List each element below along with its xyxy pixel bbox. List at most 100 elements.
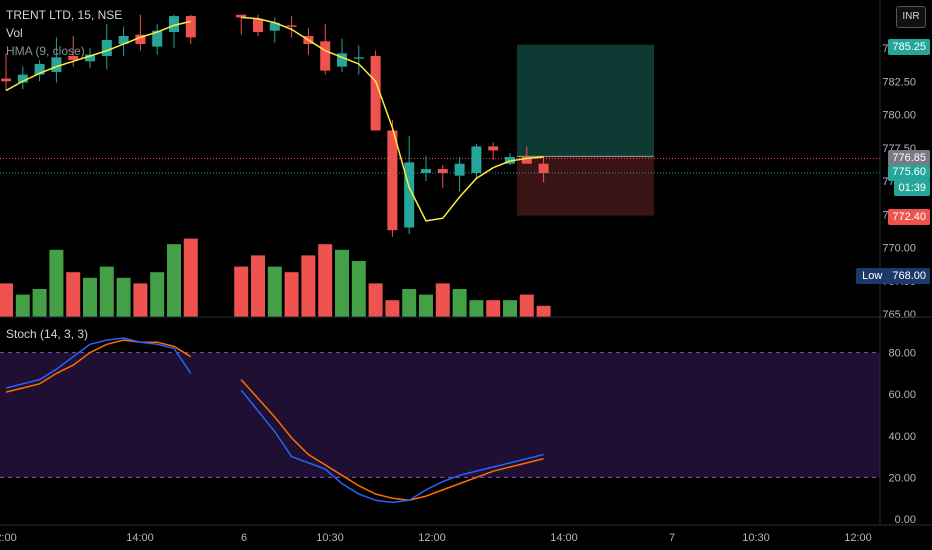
candle-body	[17, 74, 28, 83]
volume-bar	[402, 289, 417, 317]
candle-body	[185, 16, 196, 38]
time-tick-label: 10:30	[316, 532, 344, 544]
candle-body	[437, 169, 448, 174]
candle-body	[370, 55, 381, 131]
stoch-legend[interactable]: Stoch (14, 3, 3)	[6, 327, 89, 341]
time-tick-label: 6	[241, 532, 247, 544]
hma-legend[interactable]: HMA (9, close)	[6, 44, 85, 58]
volume-bar	[150, 272, 165, 317]
countdown-badge: 01:39	[894, 180, 930, 196]
volume-bar	[301, 255, 316, 317]
volume-bar	[503, 300, 517, 317]
volume-bar	[419, 294, 433, 317]
candle-body	[135, 34, 146, 45]
volume-bar	[32, 289, 47, 317]
volume-bar	[116, 277, 131, 317]
candle-body	[387, 130, 398, 231]
price-tick-label: 765.00	[882, 309, 916, 321]
stoch-k-line	[240, 389, 544, 504]
candle-body	[118, 36, 129, 45]
candle-body	[269, 22, 280, 31]
stoch-d-line	[240, 379, 544, 502]
volume-bar	[536, 305, 551, 317]
stoch-band-background	[0, 352, 880, 478]
volume-bar	[66, 272, 81, 317]
volume-bar	[83, 277, 97, 317]
stoch-tick-label: 40.00	[888, 431, 916, 443]
stoch-d-line	[5, 339, 192, 393]
volume-bar	[15, 294, 30, 317]
price-tick-label: 780.00	[882, 110, 916, 122]
time-tick-label: 10:30	[742, 532, 770, 544]
time-tick-label: 7	[669, 532, 675, 544]
candle-body	[454, 163, 465, 176]
volume-bar	[251, 255, 265, 317]
volume-bar	[385, 300, 400, 317]
candle-body	[1, 78, 11, 82]
volume-bar	[335, 249, 349, 317]
volume-bar	[234, 266, 249, 317]
candle-body	[488, 146, 499, 151]
candle-body	[169, 16, 179, 33]
volume-bar	[0, 283, 13, 317]
volume-bar	[183, 238, 198, 317]
volume-bar	[318, 244, 333, 317]
volume-bar	[469, 300, 484, 317]
stoch-tick-label: 80.00	[888, 348, 916, 360]
session-low-value: 768.00	[888, 270, 930, 282]
time-tick-label: 2:00	[0, 532, 17, 544]
volume-bars	[0, 238, 551, 317]
entry-price-badge: 776.85	[888, 150, 930, 166]
last-price-badge: 775.60	[888, 165, 930, 181]
candle-body	[521, 157, 532, 164]
volume-bar	[435, 283, 450, 317]
candle-body	[538, 163, 549, 174]
candle-body	[34, 63, 45, 75]
session-low-badge: Low 768.00	[856, 268, 930, 284]
volume-bar	[99, 266, 114, 317]
price-tick-label: 770.00	[882, 243, 916, 255]
volume-legend[interactable]: Vol	[6, 26, 23, 40]
volume-bar	[167, 244, 181, 317]
hma-line	[5, 16, 544, 222]
session-low-label: Low	[856, 270, 889, 282]
stoch-lines	[5, 337, 544, 504]
candle-body	[68, 55, 79, 60]
candle-body	[404, 162, 415, 228]
candle-body	[421, 169, 431, 174]
grid	[0, 352, 880, 478]
target-zone	[517, 44, 654, 157]
volume-bar	[267, 266, 282, 317]
time-tick-label: 12:00	[844, 532, 872, 544]
time-tick-label: 14:00	[126, 532, 154, 544]
time-tick-label: 14:00	[550, 532, 578, 544]
volume-bar	[452, 289, 467, 317]
symbol-title[interactable]: TRENT LTD, 15, NSE	[6, 8, 123, 22]
volume-bar	[351, 261, 366, 317]
stoch-tick-label: 0.00	[895, 514, 916, 526]
stoch-tick-label: 60.00	[888, 389, 916, 401]
stoch-k-line	[5, 337, 192, 389]
last-price-value: 775.60	[892, 166, 926, 178]
candle-body	[101, 40, 112, 56]
stoch-tick-label: 20.00	[888, 472, 916, 484]
volume-bar	[486, 300, 501, 317]
volume-bar	[519, 294, 534, 317]
position-tool[interactable]	[0, 44, 880, 216]
volume-bar	[49, 249, 64, 317]
stop-price-badge: 772.40	[888, 209, 930, 225]
candle-body	[471, 146, 482, 174]
time-tick-label: 12:00	[418, 532, 446, 544]
target-price-badge: 785.25	[888, 39, 930, 55]
candle-body	[236, 14, 247, 18]
hma-line-path	[5, 20, 191, 92]
hma-line-path	[241, 16, 544, 222]
candle-body	[253, 18, 263, 33]
stop-zone	[517, 156, 654, 216]
candle-body	[286, 25, 297, 27]
volume-bar	[368, 283, 383, 317]
volume-bar	[284, 272, 299, 317]
candle-body	[337, 53, 347, 67]
currency-button[interactable]: INR	[896, 6, 926, 28]
